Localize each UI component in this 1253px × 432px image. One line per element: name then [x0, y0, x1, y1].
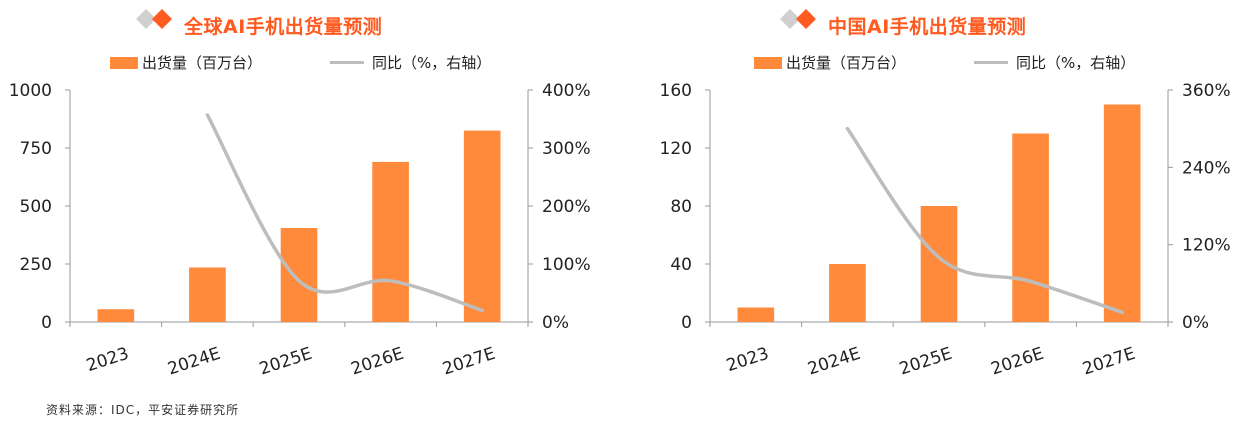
legend-bar-swatch [110, 56, 138, 69]
legend-line-swatch [974, 61, 1008, 64]
y-tick-label-left: 500 [20, 197, 52, 217]
legend-item-line: 同比（%，右轴） [974, 52, 1135, 73]
bar [737, 307, 775, 322]
yoy-line [205, 113, 484, 313]
x-tick-label: 2023 [724, 344, 771, 376]
legend-line-swatch [330, 61, 364, 64]
y-tick-label-left: 750 [20, 139, 52, 159]
chart-title: 全球AI手机出货量预测 [184, 16, 383, 38]
bar [97, 309, 135, 322]
y-tick-label-left: 160 [660, 81, 692, 101]
diamond-light-icon [780, 9, 800, 29]
legend-line-label: 同比（%，右轴） [1016, 54, 1136, 72]
diamond-icons [780, 9, 816, 29]
y-tick-label-left: 80 [670, 197, 692, 217]
legend-bar-label: 出货量（百万台） [786, 54, 907, 72]
y-tick-label-left: 1000 [9, 81, 52, 101]
bar [372, 161, 409, 322]
x-tick-label: 2023 [84, 344, 131, 376]
y-tick-label-right: 300% [542, 139, 591, 159]
x-tick-label: 2027E [1080, 344, 1138, 380]
x-tick-label: 2027E [440, 344, 498, 380]
x-tick-label: 2026E [989, 344, 1047, 380]
bar [280, 228, 318, 322]
bar [1012, 133, 1049, 322]
bar [1103, 104, 1141, 322]
x-tick-label: 2026E [349, 344, 407, 380]
y-tick-label-left: 0 [41, 313, 52, 333]
bar [829, 264, 866, 322]
y-tick-label-right: 240% [1182, 158, 1231, 178]
x-tick-label: 2025E [257, 344, 315, 380]
y-tick-label-right: 360% [1182, 81, 1231, 101]
y-tick-label-right: 0% [1182, 313, 1209, 333]
legend-item-bar: 出货量（百万台） [110, 52, 262, 73]
y-tick-label-right: 100% [542, 255, 591, 275]
chart-title: 中国AI手机出货量预测 [828, 16, 1027, 38]
chart-panel-global: 全球AI手机出货量预测 出货量（百万台） 同比（%，右轴） 0 250 500 750… [0, 0, 626, 395]
y-tick-label-right: 400% [542, 81, 591, 101]
bar [463, 130, 501, 322]
y-tick-label-right: 120% [1182, 236, 1231, 256]
chart-plot-china: 0 40 80 120 160 0% 120% 240% 360% 2023 2024E 2025E 2… [660, 81, 1231, 380]
bar [189, 267, 226, 322]
chart-panel-china: 中国AI手机出货量预测 出货量（百万台） 同比（%，右轴） 0 40 80 120 16… [640, 0, 1253, 395]
y-tick-label-left: 40 [670, 255, 692, 275]
bar [920, 206, 958, 322]
yoy-line [845, 126, 1124, 315]
legend-item-line: 同比（%，右轴） [330, 52, 491, 73]
source-note: 资料来源：IDC，平安证券研究所 [46, 403, 240, 417]
diamond-icons [136, 9, 172, 29]
y-tick-label-left: 0 [681, 313, 692, 333]
chart-plot-global: 0 250 500 750 1000 0% 100% 200% 300% 400% 2023 2024… [9, 81, 591, 380]
diamond-light-icon [136, 9, 156, 29]
y-tick-label-left: 250 [20, 255, 52, 275]
y-tick-label-left: 120 [660, 139, 692, 159]
y-tick-label-right: 0% [542, 313, 569, 333]
x-tick-label: 2024E [165, 344, 223, 380]
legend-item-bar: 出货量（百万台） [754, 52, 906, 73]
legend-line-label: 同比（%，右轴） [372, 54, 492, 72]
legend-bar-label: 出货量（百万台） [142, 54, 263, 72]
x-tick-label: 2025E [897, 344, 955, 380]
diamond-accent-icon [796, 9, 816, 29]
chart-title-block: 中国AI手机出货量预测 [640, 8, 1253, 38]
x-tick-label: 2024E [805, 344, 863, 380]
y-tick-label-right: 200% [542, 197, 591, 217]
legend-bar-swatch [754, 56, 782, 69]
chart-title-block: 全球AI手机出货量预测 [0, 8, 626, 38]
diamond-accent-icon [152, 9, 172, 29]
